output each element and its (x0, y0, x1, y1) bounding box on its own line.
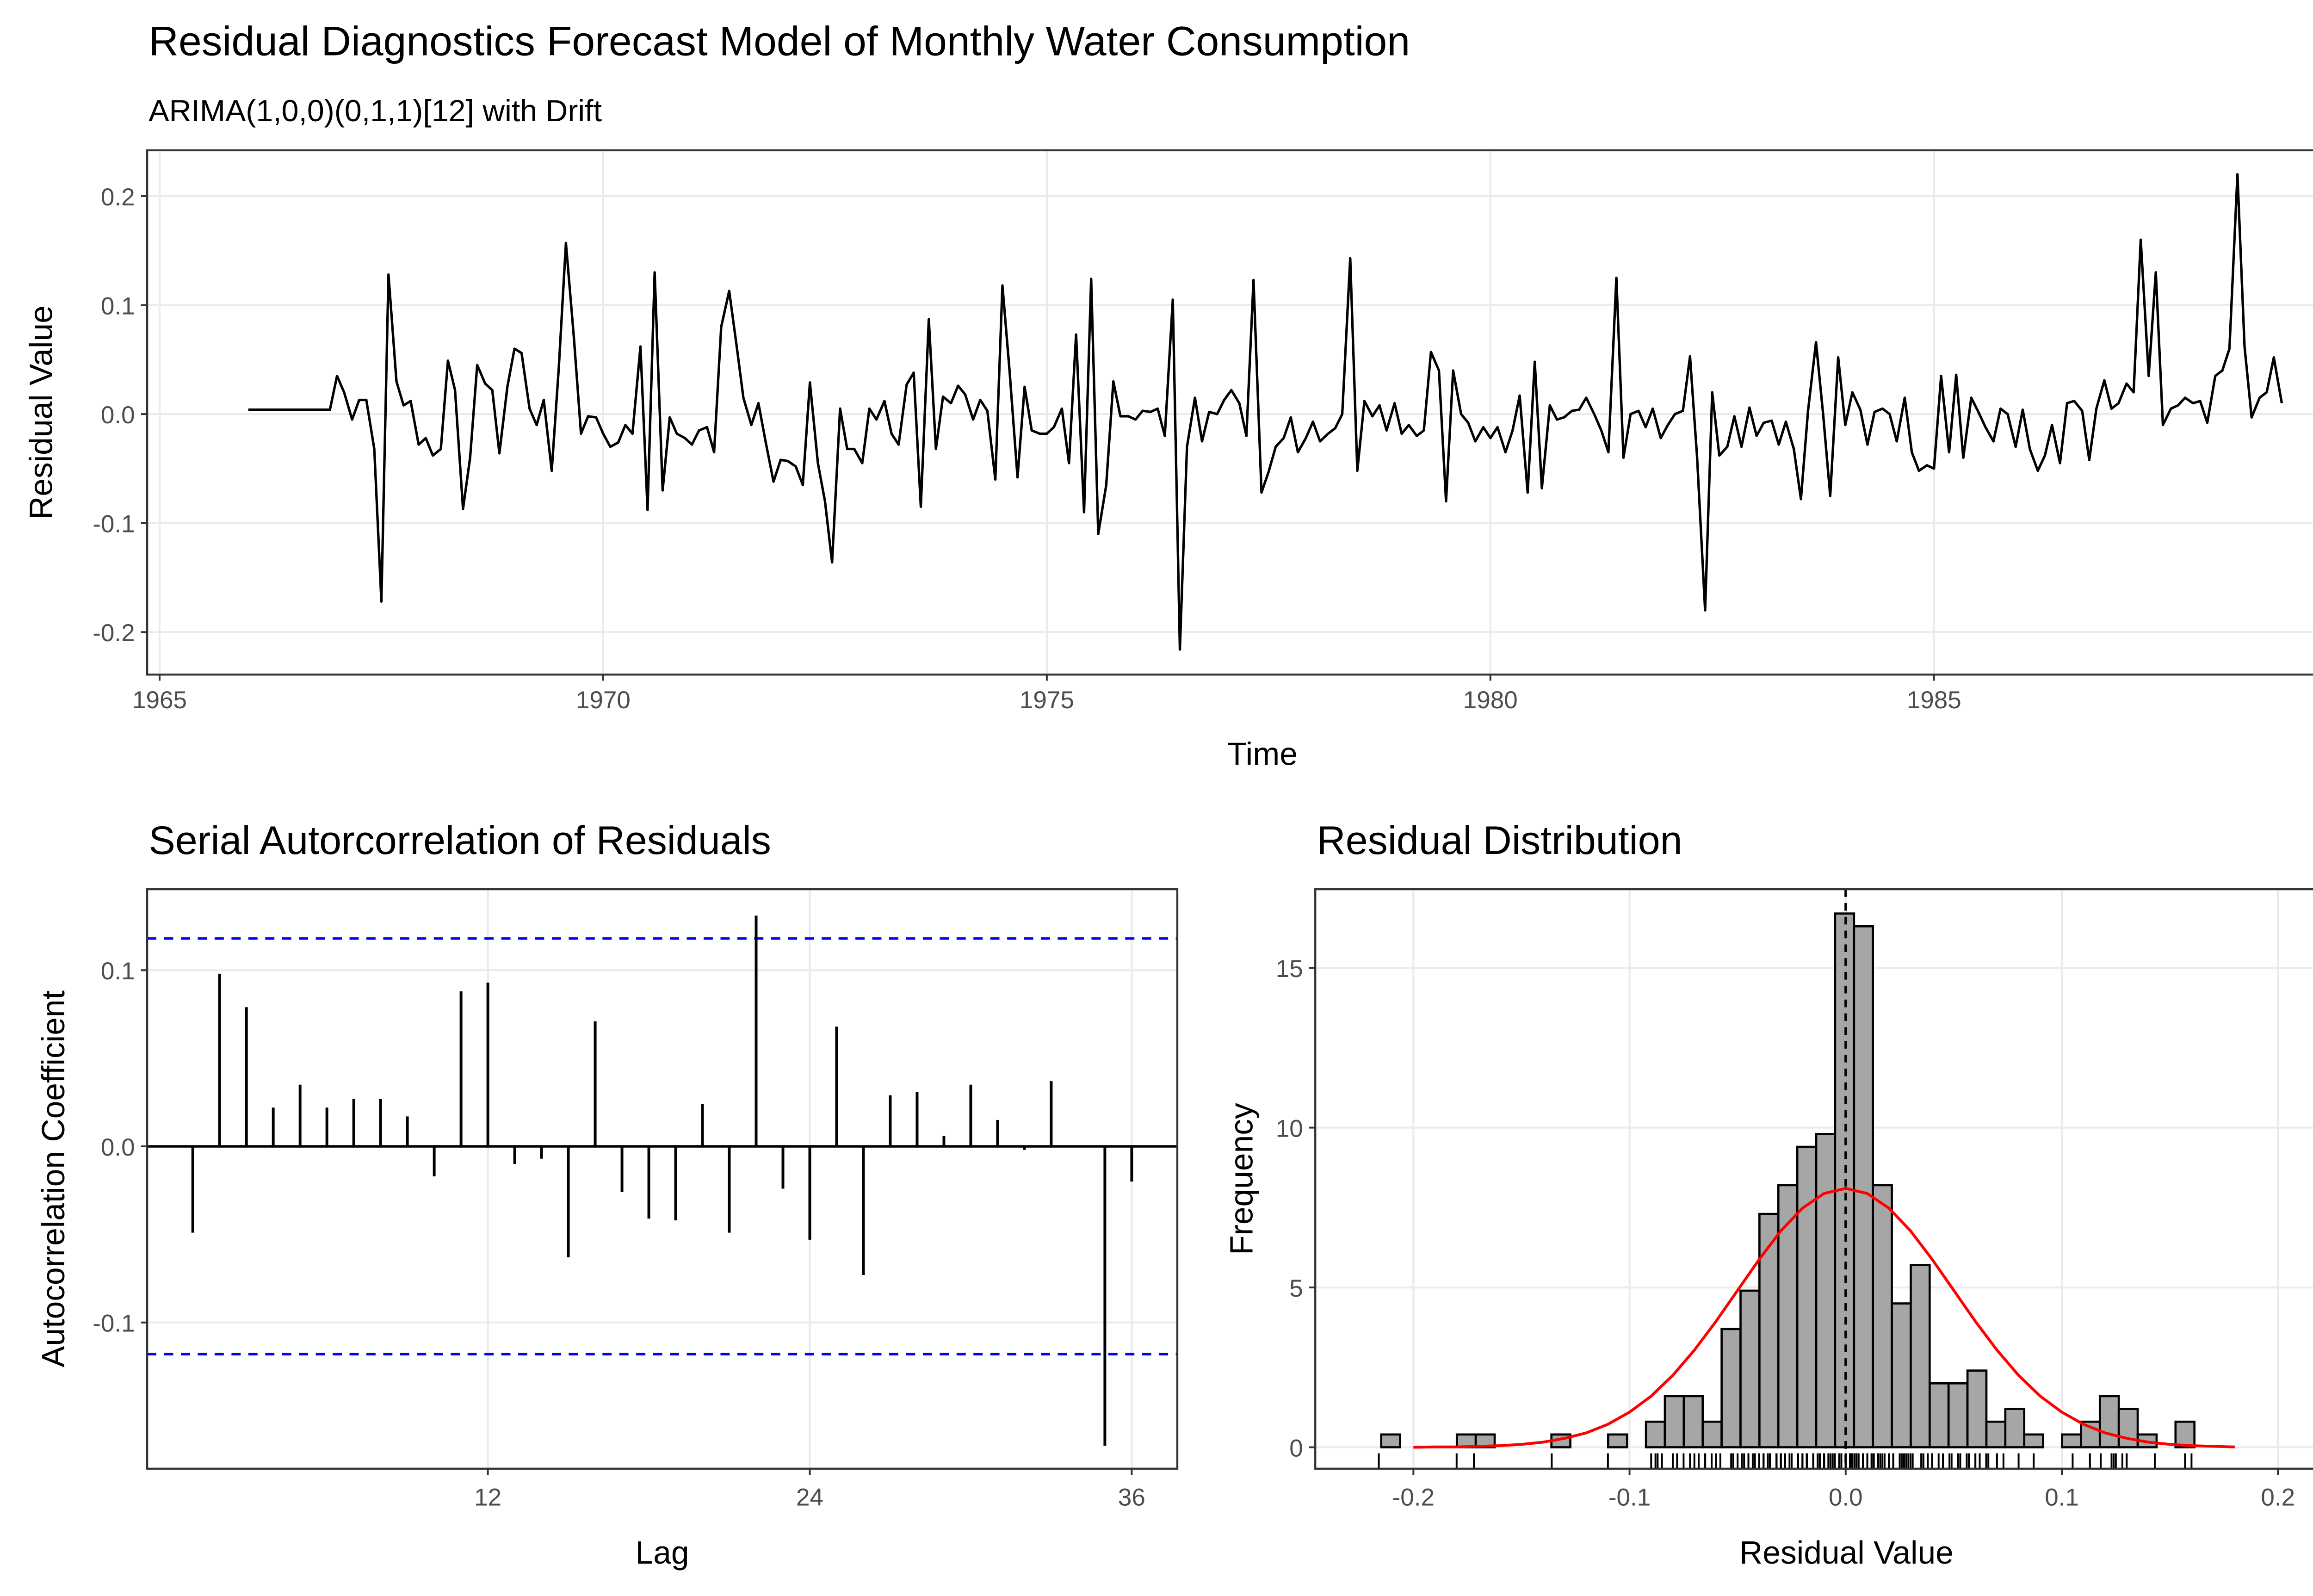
x-axis-title: Residual Value (1739, 1534, 1954, 1571)
panel-border (146, 888, 1179, 1470)
x-axis-title: Lag (636, 1534, 689, 1571)
histogram-bar (1985, 1420, 2007, 1448)
x-tick-label: 1985 (1907, 687, 1961, 714)
histogram-bar (1664, 1395, 1685, 1448)
x-tick-label: -0.2 (1392, 1484, 1435, 1511)
panel-title: Serial Autorcorrelation of Residuals (148, 818, 771, 863)
panel-border (146, 149, 2313, 676)
histogram-bar (1947, 1382, 1969, 1448)
histogram-bar (1720, 1328, 1742, 1448)
residual-line (248, 173, 2283, 651)
histogram-bar (2117, 1408, 2139, 1448)
histogram-bar (1607, 1433, 1628, 1448)
x-tick-label: 1980 (1463, 687, 1518, 714)
y-tick-label: 0.0 (101, 1134, 135, 1161)
histogram-bar (1929, 1382, 1950, 1448)
histogram-bar (1872, 1184, 1893, 1448)
y-axis-title: Autocorrelation Coefficient (35, 990, 71, 1367)
x-tick-label: 1970 (576, 687, 631, 714)
figure-title: Residual Diagnostics Forecast Model of M… (148, 18, 1410, 64)
x-tick-label: 0.1 (2045, 1484, 2079, 1511)
x-tick-label: 0.0 (1829, 1484, 1863, 1511)
histogram-bar (1380, 1433, 1401, 1448)
histogram-bar (2098, 1395, 2120, 1448)
y-tick-label: -0.2 (93, 619, 135, 647)
x-tick-label: 24 (796, 1484, 823, 1511)
histogram-bar (1758, 1212, 1780, 1448)
histogram-bar (1853, 925, 1874, 1448)
y-tick-label: 15 (1276, 955, 1303, 983)
histogram-bar (1815, 1133, 1837, 1448)
panel-border (1314, 888, 2313, 1470)
x-tick-label: 1975 (1020, 687, 1074, 714)
x-axis-title: Time (1227, 736, 1298, 772)
y-axis-title: Frequency (1223, 1103, 1259, 1255)
y-tick-label: 0.1 (101, 292, 135, 320)
y-tick-label: -0.1 (93, 511, 135, 538)
histogram-bar (1891, 1302, 1912, 1448)
plot-area (147, 150, 2313, 675)
panel-title: Residual Distribution (1317, 818, 1682, 863)
figure-subtitle: ARIMA(1,0,0)(0,1,1)[12] with Drift (148, 94, 602, 128)
histogram-bar (2023, 1433, 2044, 1448)
x-tick-label: 1965 (132, 687, 187, 714)
y-tick-label: 10 (1276, 1115, 1303, 1142)
histogram-bar (1701, 1420, 1723, 1448)
y-tick-label: -0.1 (93, 1310, 135, 1337)
histogram-bar (1739, 1289, 1761, 1448)
histogram-bar (1796, 1145, 1818, 1448)
histogram-bar (2061, 1433, 2082, 1448)
x-tick-label: 36 (1118, 1484, 1145, 1511)
x-tick-label: -0.1 (1608, 1484, 1651, 1511)
y-tick-label: 5 (1289, 1275, 1303, 1302)
normal-curve (1413, 1187, 2235, 1449)
histogram-bar (1966, 1369, 1988, 1448)
histogram-bar (1682, 1395, 1704, 1448)
y-axis-title: Residual Value (23, 305, 59, 520)
plot-area (147, 889, 1177, 1469)
y-tick-label: 0 (1289, 1435, 1303, 1462)
histogram-bar (2004, 1408, 2026, 1448)
y-tick-label: 0.0 (101, 402, 135, 429)
y-tick-label: 0.2 (101, 184, 135, 211)
histogram-bar (1645, 1420, 1666, 1448)
x-tick-label: 12 (474, 1484, 501, 1511)
x-tick-label: 0.2 (2261, 1484, 2295, 1511)
histogram-bar (2174, 1420, 2196, 1448)
histogram-bar (1910, 1264, 1931, 1448)
y-tick-label: 0.1 (101, 958, 135, 985)
